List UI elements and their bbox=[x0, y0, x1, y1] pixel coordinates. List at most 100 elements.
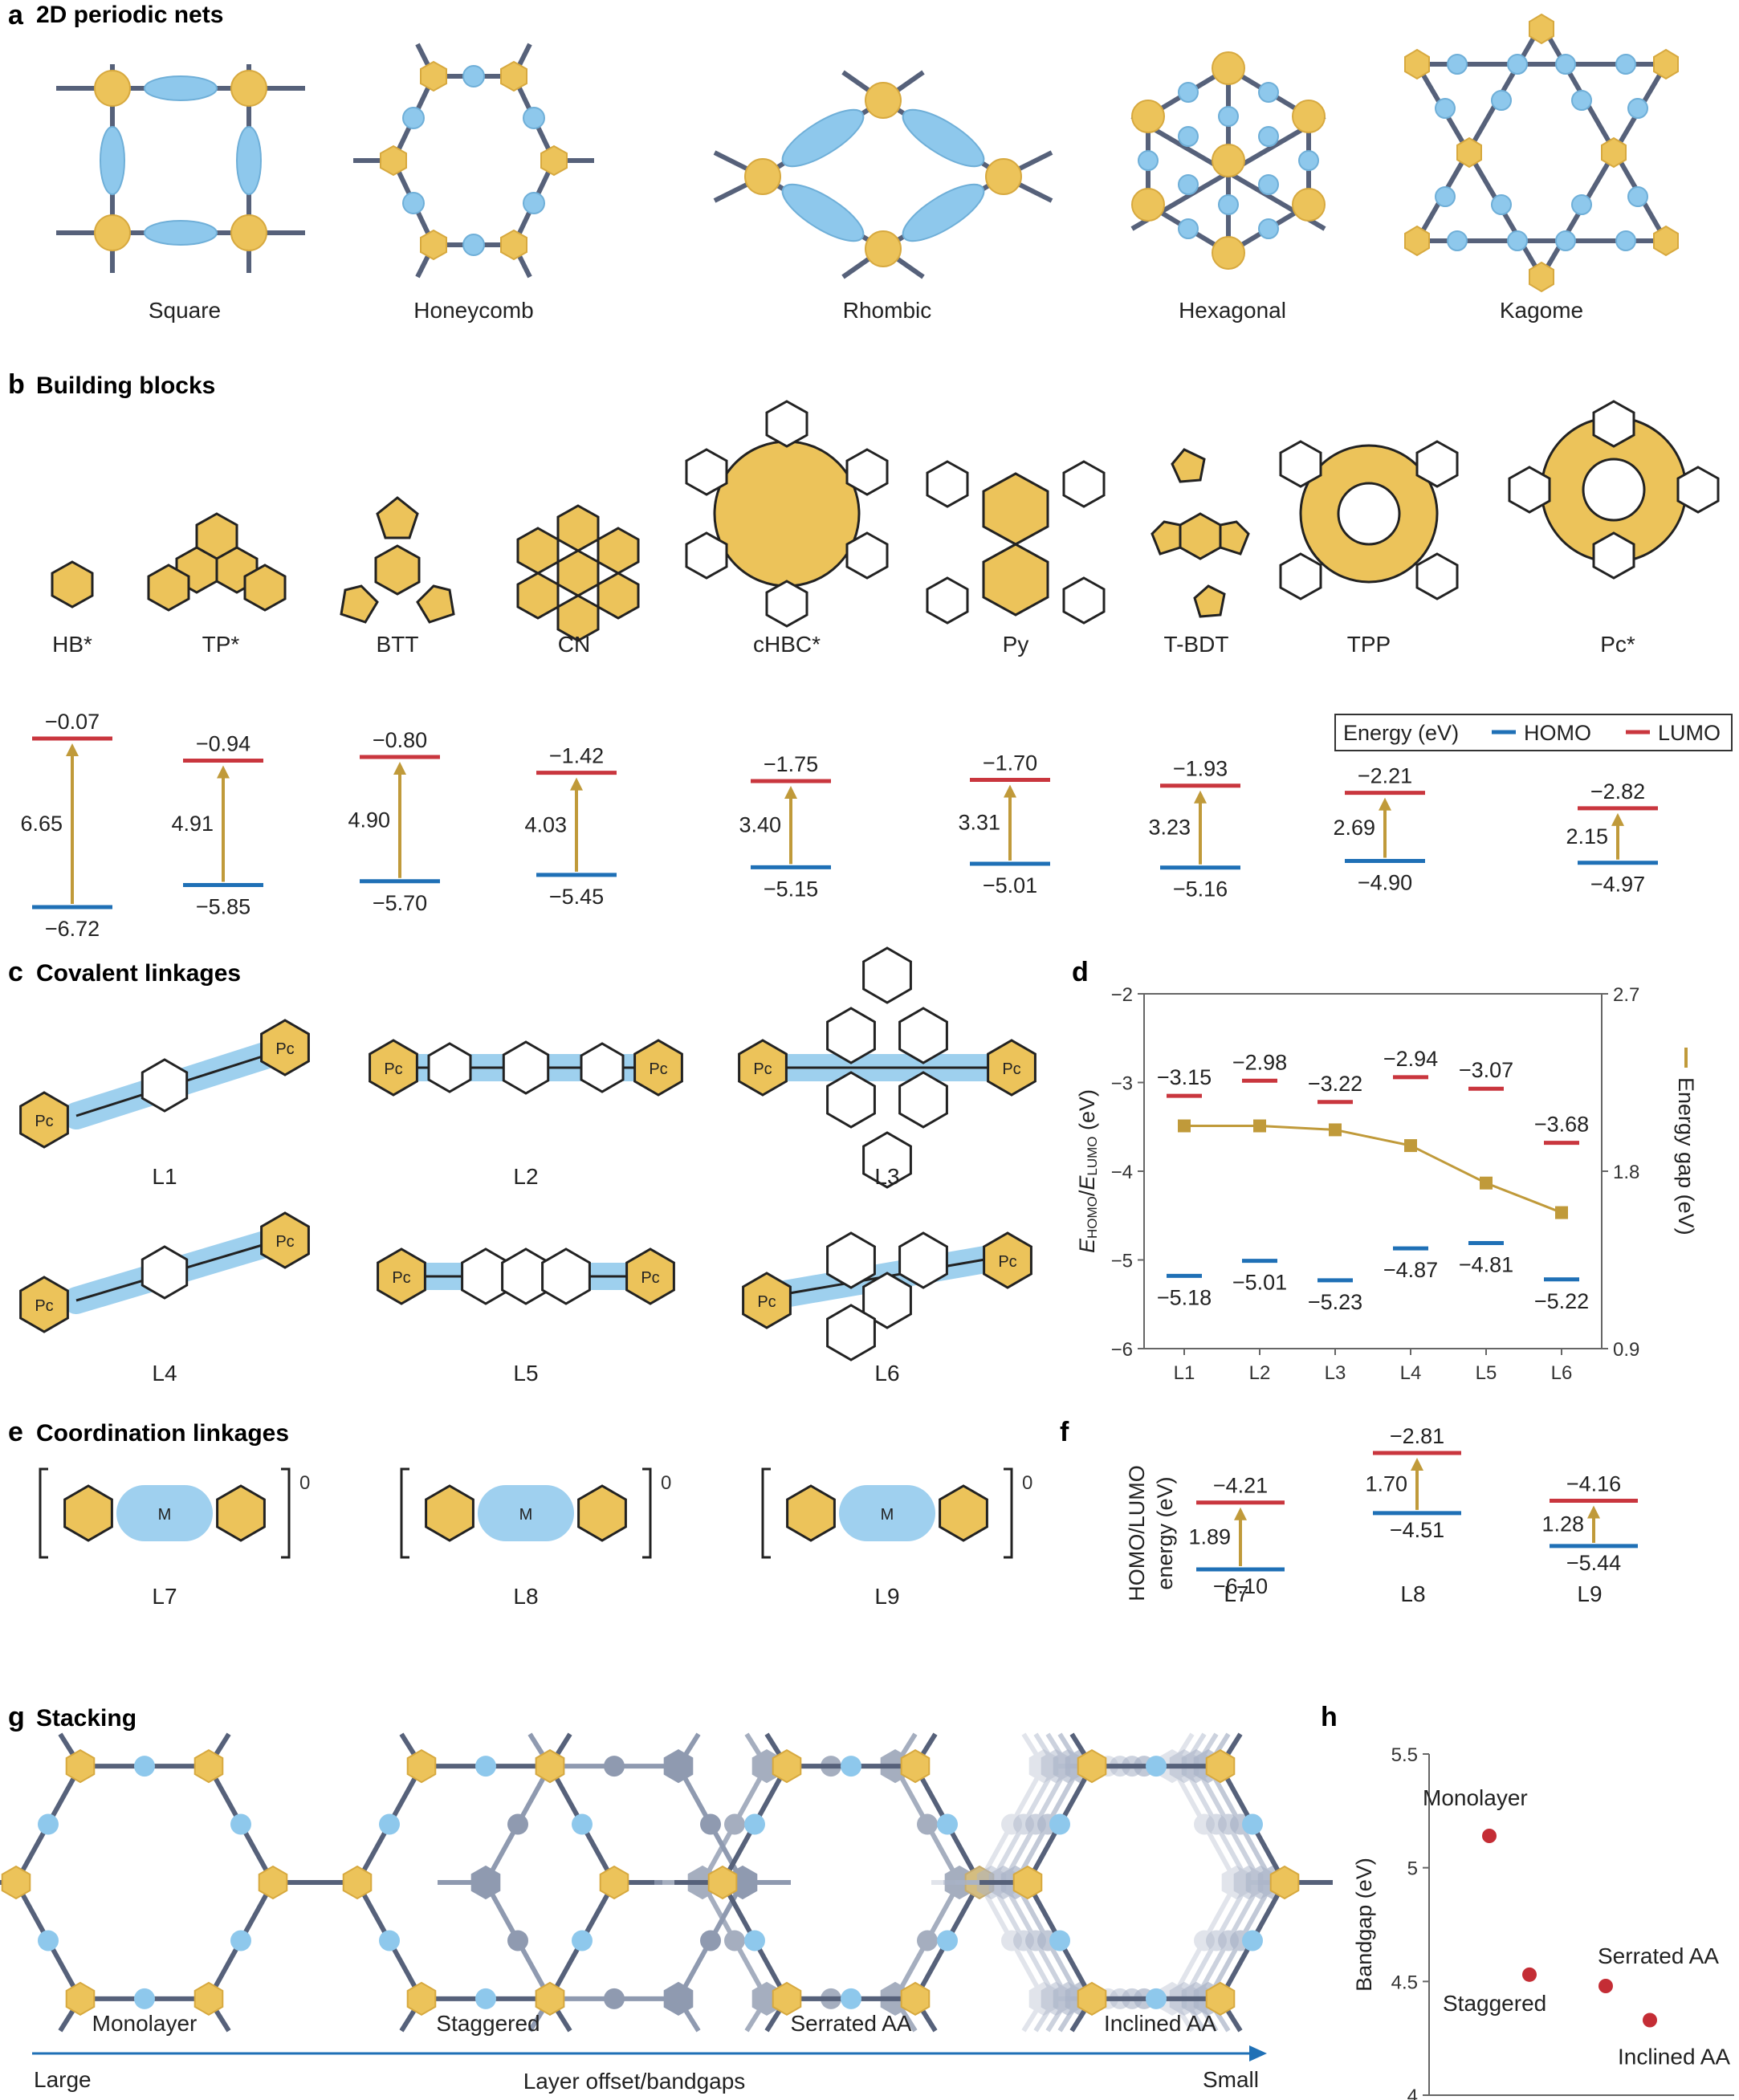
y-axis-label: EHOMO/ELUMO (eV) bbox=[1075, 1089, 1100, 1253]
y2-tick-label: 0.9 bbox=[1613, 1339, 1639, 1361]
homo-value: −5.85 bbox=[196, 895, 250, 919]
benzene-ring bbox=[425, 1484, 474, 1542]
homo-value: −5.01 bbox=[1232, 1271, 1287, 1295]
panel-b-label: b bbox=[8, 369, 25, 400]
gap-arrowhead bbox=[784, 786, 797, 800]
pc-node bbox=[742, 1272, 792, 1329]
panel-e-title: Coordination linkages bbox=[36, 1420, 289, 1447]
lumo-value: −2.21 bbox=[1358, 764, 1412, 788]
x-tick-label: L6 bbox=[1551, 1362, 1573, 1384]
homo-value: −5.45 bbox=[549, 885, 604, 909]
lumo-value: −3.22 bbox=[1308, 1072, 1362, 1096]
block-name-tbdt: T-BDT bbox=[1164, 632, 1229, 657]
block-tbdt-structure bbox=[1151, 448, 1250, 618]
gap-value: 4.91 bbox=[171, 812, 214, 836]
linker-node bbox=[1001, 1930, 1022, 1951]
vertex-node bbox=[900, 1981, 931, 2017]
right-bracket bbox=[642, 1467, 652, 1559]
net-kagome bbox=[1404, 13, 1679, 293]
aromatic-ring bbox=[862, 946, 912, 1004]
net-label-hexagonal: Hexagonal bbox=[1179, 298, 1286, 323]
covalent-linkage-names: L1 L2 L3 L4 L5 L6 bbox=[152, 1164, 899, 1386]
bandgap-point-label: Serrated AA bbox=[1598, 1943, 1719, 1968]
pc-node bbox=[625, 1247, 675, 1305]
bandgap-point-label: Inclined AA bbox=[1618, 2045, 1730, 2069]
lumo-value: −4.16 bbox=[1566, 1471, 1621, 1496]
linkage-highlight bbox=[839, 1485, 935, 1541]
gap-arrowhead bbox=[1611, 812, 1624, 826]
panel-f-ylabel-1: HOMO/LUMO bbox=[1125, 1465, 1149, 1601]
vertex-node bbox=[65, 1981, 96, 2017]
linker-node bbox=[1001, 1813, 1022, 1835]
pc-node bbox=[19, 1091, 69, 1149]
benzene-ring bbox=[939, 1484, 988, 1542]
vertex-node bbox=[599, 1865, 629, 1900]
benzene-ring bbox=[786, 1484, 836, 1542]
pc-node bbox=[377, 1247, 426, 1305]
gap-value: 4.03 bbox=[524, 812, 567, 836]
linkage-name-l4: L4 bbox=[152, 1361, 177, 1386]
panel-g-label: g bbox=[8, 1702, 25, 1732]
lumo-value: −4.21 bbox=[1213, 1474, 1268, 1498]
metal-center: M bbox=[158, 1506, 172, 1524]
gap-arrowhead bbox=[1234, 1507, 1247, 1520]
energy-gap-line bbox=[1184, 1125, 1562, 1214]
bandgap-point bbox=[1522, 1967, 1537, 1982]
block-py-structure bbox=[926, 460, 1106, 625]
vertex-node bbox=[900, 1748, 931, 1784]
y-axis-label-part: LUMO bbox=[1085, 1136, 1100, 1175]
stacking-name-inclined: Inclined AA bbox=[1104, 2011, 1216, 2036]
gap-value: 1.89 bbox=[1188, 1524, 1231, 1549]
pc-label: Pc bbox=[384, 1060, 402, 1078]
linker-node bbox=[507, 1930, 528, 1951]
panel-g-title: Stacking bbox=[36, 1705, 136, 1732]
imidazole-ring bbox=[427, 1042, 472, 1093]
homo-value: −5.18 bbox=[1157, 1285, 1212, 1309]
linker-node bbox=[724, 1813, 745, 1835]
homo-value: −5.22 bbox=[1534, 1289, 1589, 1313]
right-bracket bbox=[1004, 1467, 1013, 1559]
hex-edge bbox=[1170, 1732, 1195, 1768]
vertex-node bbox=[1012, 1865, 1043, 1900]
aromatic-ring bbox=[898, 1231, 948, 1289]
vertex-node bbox=[535, 1748, 565, 1784]
y-tick-label: −2 bbox=[1111, 984, 1133, 1006]
gap-arrowhead bbox=[217, 765, 230, 779]
vertex-node bbox=[65, 1748, 96, 1784]
linker-node bbox=[1242, 1813, 1263, 1835]
panel-b-title: Building blocks bbox=[36, 372, 215, 399]
net-label-square: Square bbox=[149, 298, 221, 323]
block-pc-structure bbox=[1508, 400, 1720, 580]
linker-node bbox=[937, 1930, 958, 1951]
homo-value: −4.81 bbox=[1459, 1253, 1513, 1277]
benzene-ring bbox=[577, 1484, 627, 1542]
linker-node bbox=[475, 1988, 496, 2009]
pyrazine-ring bbox=[541, 1247, 591, 1305]
vertex-node bbox=[1077, 1981, 1107, 2017]
energy-legend: Energy (eV) HOMO LUMO bbox=[1334, 714, 1733, 751]
linkage-name-l6: L6 bbox=[874, 1361, 899, 1386]
gap-arrowhead bbox=[393, 762, 406, 775]
y-axis-label-part: E bbox=[1075, 1175, 1099, 1190]
bandgap-point-label: Monolayer bbox=[1423, 1785, 1528, 1810]
lumo-value: −3.07 bbox=[1459, 1058, 1513, 1082]
block-chbc-structure bbox=[685, 400, 889, 628]
pc-node bbox=[987, 1039, 1036, 1097]
y-axis-label-part: / bbox=[1075, 1190, 1099, 1196]
pc-node bbox=[19, 1276, 69, 1333]
lumo-value: −1.93 bbox=[1173, 757, 1228, 781]
vertex-node bbox=[1077, 1748, 1107, 1784]
aromatic-ring bbox=[826, 1007, 876, 1064]
linker-node bbox=[937, 1813, 958, 1835]
y2-axis-label: Energy gap (eV) bbox=[1674, 1077, 1698, 1235]
linker-node bbox=[917, 1930, 938, 1951]
axis-mid: Layer offset/bandgaps bbox=[523, 2069, 746, 2094]
coordination-linkage-structures: 0 M 0 M 0 M bbox=[39, 1467, 1032, 1559]
linker-node bbox=[724, 1930, 745, 1951]
vertex-node bbox=[342, 1865, 373, 1900]
linker-node bbox=[507, 1813, 528, 1835]
y2-tick-label: 2.7 bbox=[1613, 984, 1639, 1006]
block-cn-structure bbox=[516, 504, 640, 642]
pc-node bbox=[260, 1019, 310, 1076]
